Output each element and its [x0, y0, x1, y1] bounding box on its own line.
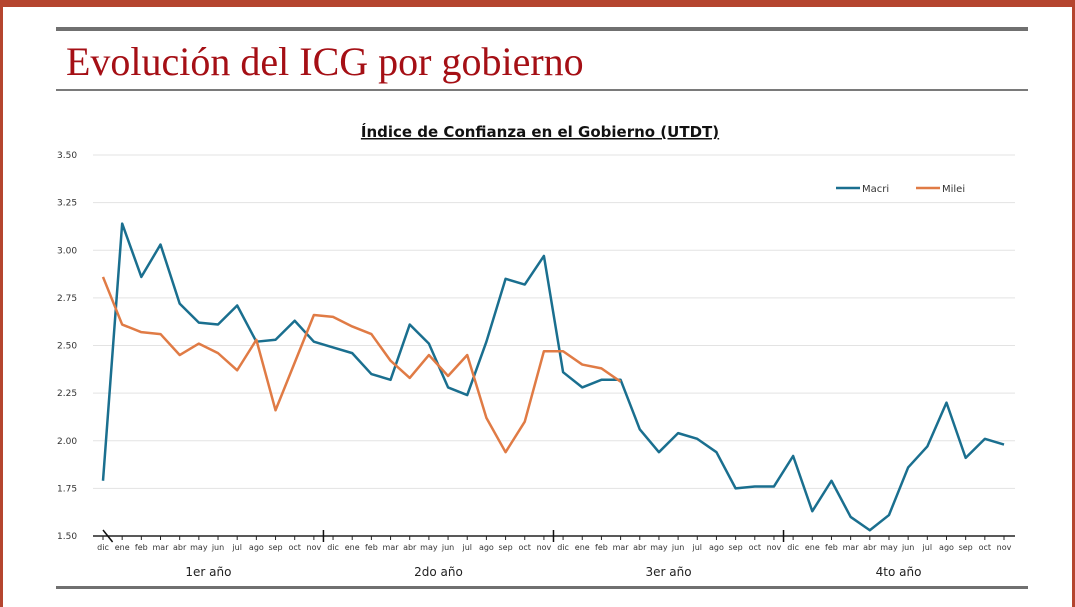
y-tick-label: 1.50 [57, 532, 77, 542]
y-tick-label: 1.75 [57, 484, 77, 494]
x-tick-label: ago [479, 543, 494, 552]
x-tick-label: ago [939, 543, 954, 552]
x-tick-label: nov [997, 543, 1012, 552]
x-tick-label: sep [959, 543, 973, 552]
x-tick-label: sep [729, 543, 743, 552]
x-tick-label: abr [173, 543, 187, 552]
x-tick-label: ago [709, 543, 724, 552]
x-tick-label: mar [153, 543, 170, 552]
group-label: 1er año [185, 565, 231, 579]
x-tick-label: dic [97, 543, 109, 552]
x-tick-label: may [880, 543, 898, 552]
x-tick-label: dic [787, 543, 799, 552]
x-tick-label: jun [211, 543, 224, 552]
x-tick-label: nov [767, 543, 782, 552]
x-tick-label: ago [249, 543, 264, 552]
x-tick-label: abr [863, 543, 877, 552]
legend-label: Macri [862, 184, 889, 195]
x-tick-label: abr [633, 543, 647, 552]
title-divider [56, 89, 1028, 91]
x-tick-label: ene [115, 543, 130, 552]
x-tick-label: feb [825, 543, 838, 552]
x-tick-label: mar [613, 543, 630, 552]
group-label: 3er año [645, 565, 691, 579]
group-separator [102, 529, 114, 543]
x-tick-label: oct [519, 543, 531, 552]
y-tick-label: 2.50 [57, 342, 77, 352]
x-tick-label: oct [288, 543, 300, 552]
x-tick-label: oct [749, 543, 761, 552]
top-divider [56, 27, 1028, 31]
x-tick-label: dic [557, 543, 569, 552]
x-tick-label: jul [231, 543, 242, 552]
series-line-milei [101, 276, 622, 454]
x-tick-label: sep [268, 543, 282, 552]
y-tick-label: 3.00 [57, 246, 77, 256]
x-tick-label: may [650, 543, 668, 552]
y-tick-label: 2.00 [57, 437, 77, 447]
x-tick-label: feb [135, 543, 148, 552]
x-tick-label: may [420, 543, 438, 552]
bottom-divider [56, 586, 1028, 589]
y-tick-label: 3.25 [57, 199, 77, 209]
y-tick-label: 3.50 [57, 151, 77, 161]
group-label: 2do año [414, 565, 463, 579]
x-tick-label: jun [441, 543, 454, 552]
x-tick-label: ene [575, 543, 590, 552]
y-tick-label: 2.25 [57, 389, 77, 399]
x-tick-label: jul [461, 543, 472, 552]
x-tick-label: jul [922, 543, 933, 552]
x-tick-label: mar [843, 543, 860, 552]
x-tick-label: mar [383, 543, 400, 552]
x-tick-label: nov [537, 543, 552, 552]
x-tick-label: may [190, 543, 208, 552]
x-tick-label: abr [403, 543, 417, 552]
x-tick-label: ene [805, 543, 820, 552]
x-tick-label: oct [979, 543, 991, 552]
x-tick-label: jun [671, 543, 684, 552]
x-tick-label: feb [595, 543, 608, 552]
x-tick-label: feb [365, 543, 378, 552]
series-line-macri [101, 222, 1005, 532]
y-tick-label: 2.75 [57, 294, 77, 304]
chart-title: Índice de Confianza en el Gobierno (UTDT… [361, 122, 719, 141]
x-tick-label: jul [692, 543, 703, 552]
x-tick-label: ene [345, 543, 360, 552]
legend-label: Milei [942, 184, 965, 195]
group-label: 4to año [876, 565, 922, 579]
x-tick-label: sep [498, 543, 512, 552]
x-tick-label: jun [901, 543, 914, 552]
x-tick-label: dic [327, 543, 339, 552]
slide-title: Evolución del ICG por gobierno [66, 39, 584, 84]
x-tick-label: nov [307, 543, 322, 552]
